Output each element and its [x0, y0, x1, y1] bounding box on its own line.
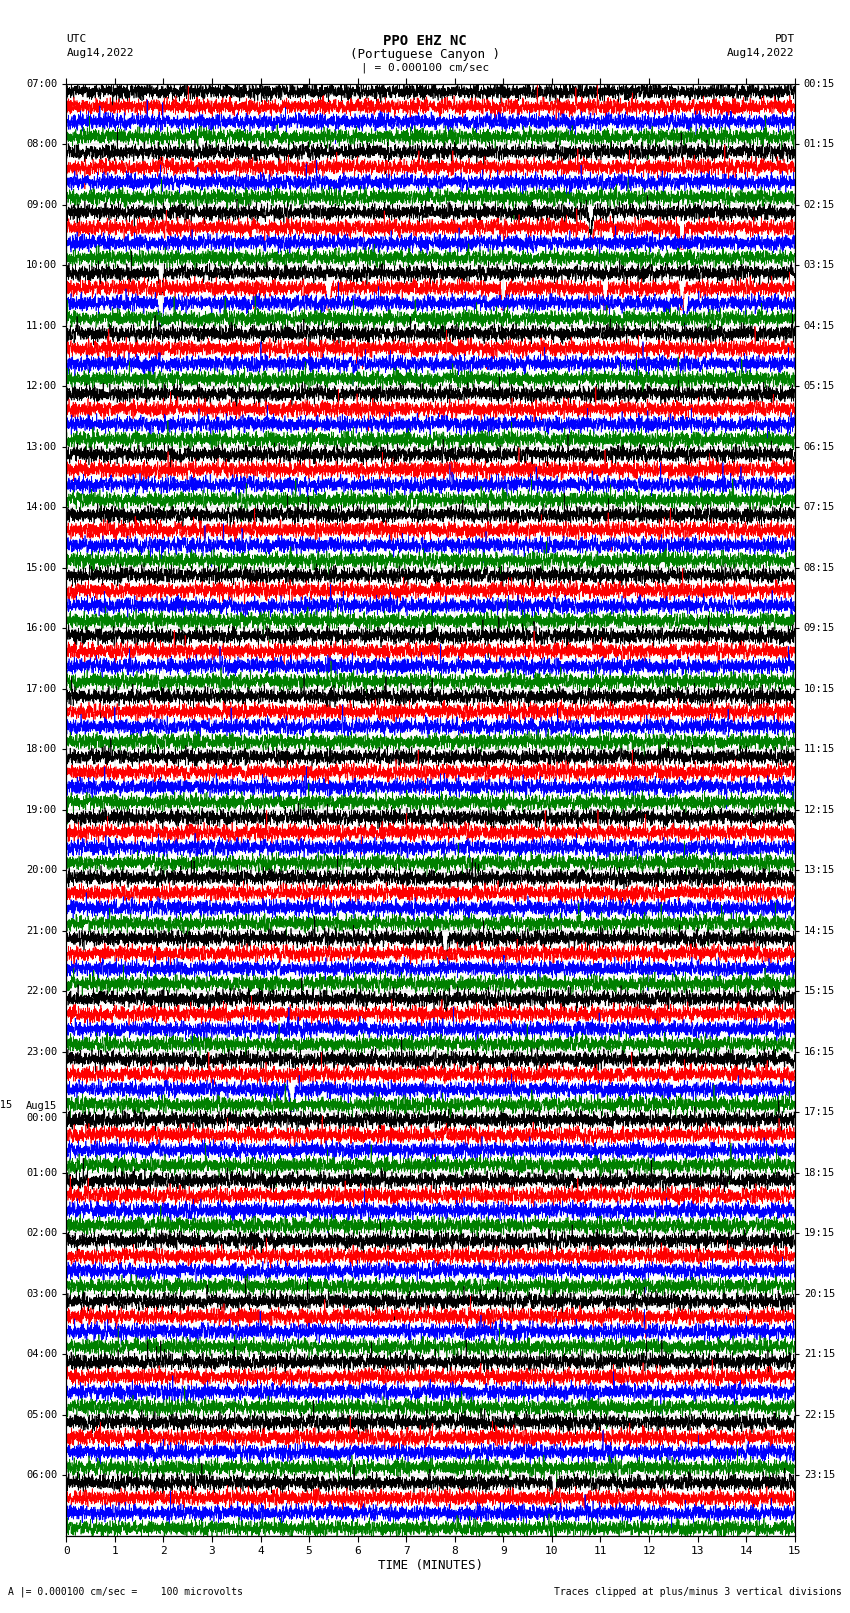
Text: Traces clipped at plus/minus 3 vertical divisions: Traces clipped at plus/minus 3 vertical … — [553, 1587, 842, 1597]
Text: (Portuguese Canyon ): (Portuguese Canyon ) — [350, 48, 500, 61]
Text: UTC: UTC — [66, 34, 87, 44]
Text: | = 0.000100 cm/sec: | = 0.000100 cm/sec — [361, 63, 489, 74]
Text: A |= 0.000100 cm/sec =    100 microvolts: A |= 0.000100 cm/sec = 100 microvolts — [8, 1586, 243, 1597]
Text: Aug14,2022: Aug14,2022 — [728, 48, 795, 58]
Text: Aug14,2022: Aug14,2022 — [66, 48, 133, 58]
Text: Aug15: Aug15 — [0, 1100, 14, 1110]
X-axis label: TIME (MINUTES): TIME (MINUTES) — [378, 1558, 483, 1571]
Text: PPO EHZ NC: PPO EHZ NC — [383, 34, 467, 48]
Text: PDT: PDT — [774, 34, 795, 44]
